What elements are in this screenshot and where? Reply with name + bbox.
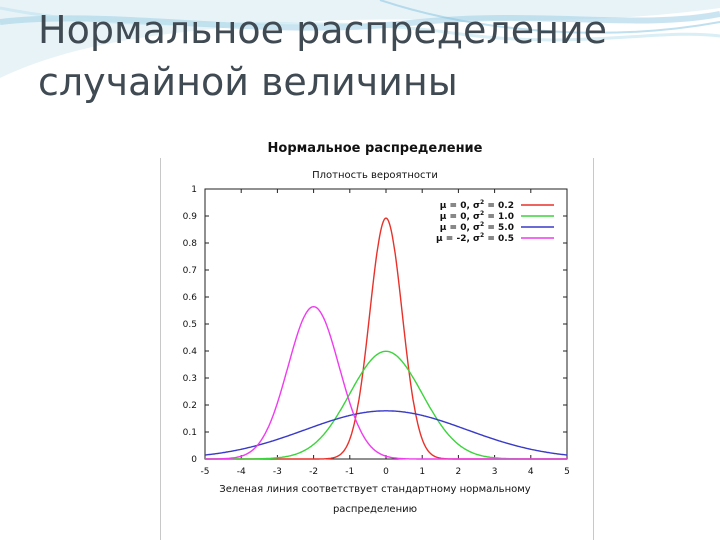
legend: μ = 0, σ2 = 0.2μ = 0, σ2 = 1.0μ = 0, σ2 … <box>436 199 554 244</box>
x-tick-label: 4 <box>528 467 534 477</box>
chart-caption-line-2: распределению <box>333 504 417 515</box>
legend-label-4: μ = -2, σ2 = 0.5 <box>436 232 514 244</box>
chart-subtitle: Плотность вероятности <box>312 170 438 181</box>
chart-figure-frame <box>160 158 594 540</box>
chart-caption-line-1: Зеленая линия соответствует стандартному… <box>219 484 530 495</box>
series-curve-3 <box>204 410 568 456</box>
y-tick-label: 0.4 <box>183 347 198 357</box>
x-tick-label: -4 <box>237 467 246 477</box>
x-tick-label: -3 <box>273 467 282 477</box>
x-tick-label: 1 <box>419 467 425 477</box>
legend-label-2: μ = 0, σ2 = 1.0 <box>440 210 514 222</box>
x-tick-label: -2 <box>309 467 318 477</box>
y-tick-label: 0 <box>191 455 197 465</box>
y-tick-label: 1 <box>191 185 197 195</box>
y-tick-label: 0.3 <box>183 374 197 384</box>
y-tick-label: 0.5 <box>183 320 197 330</box>
y-tick-label: 0.6 <box>183 293 198 303</box>
slide-title-line-2: случайной величины <box>38 60 458 104</box>
axis-ticks: -5 -4 -3 -2 -1 0 1 2 3 4 5 0 0.1 0.2 0.3 0.4 0.5 0.6 0.7 0.… <box>183 185 570 477</box>
chart-title: Нормальное распределение <box>268 141 483 156</box>
x-tick-label: 3 <box>492 467 498 477</box>
x-tick-label: 2 <box>456 467 462 477</box>
x-tick-label: 0 <box>383 467 389 477</box>
x-tick-label: -1 <box>345 467 354 477</box>
slide-title: Нормальное распределение случайной велич… <box>38 4 698 108</box>
y-tick-label: 0.2 <box>183 401 197 411</box>
slide-title-line-1: Нормальное распределение <box>38 8 608 52</box>
legend-label-1: μ = 0, σ2 = 0.2 <box>440 199 514 211</box>
x-tick-label: 5 <box>564 467 570 477</box>
y-tick-label: 0.7 <box>183 266 197 276</box>
series-curves <box>204 217 568 460</box>
series-curve-1 <box>205 217 567 460</box>
y-tick-label: 0.8 <box>183 239 198 249</box>
slide-header-decoration <box>0 0 720 78</box>
y-tick-label: 0.9 <box>183 212 198 222</box>
series-curve-4 <box>205 305 567 460</box>
x-tick-label: -5 <box>201 467 210 477</box>
legend-label-3: μ = 0, σ2 = 5.0 <box>440 221 514 233</box>
y-tick-label: 0.1 <box>183 428 197 438</box>
